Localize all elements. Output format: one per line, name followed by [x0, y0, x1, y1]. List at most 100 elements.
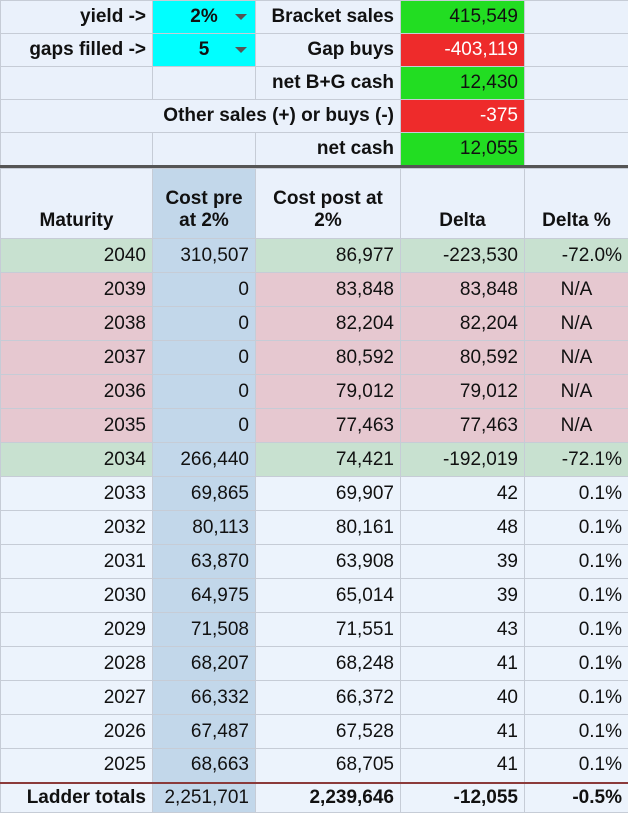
cost-pre-cell[interactable]: 80,113: [153, 511, 256, 545]
cost-post-cell[interactable]: 65,014: [256, 579, 401, 613]
cost-post-cell[interactable]: 80,161: [256, 511, 401, 545]
totals-delta-pct[interactable]: -0.5%: [525, 783, 628, 813]
maturity-cell[interactable]: 2025: [1, 749, 153, 783]
delta-pct-cell[interactable]: 0.1%: [525, 511, 628, 545]
maturity-cell[interactable]: 2035: [1, 409, 153, 443]
delta-pct-cell[interactable]: 0.1%: [525, 647, 628, 681]
maturity-cell[interactable]: 2029: [1, 613, 153, 647]
gap-buys-value[interactable]: -403,119: [401, 34, 525, 67]
bracket-sales-value[interactable]: 415,549: [401, 1, 525, 34]
maturity-cell[interactable]: 2037: [1, 341, 153, 375]
cost-post-cell[interactable]: 79,012: [256, 375, 401, 409]
cost-post-cell[interactable]: 86,977: [256, 239, 401, 273]
maturity-cell[interactable]: 2036: [1, 375, 153, 409]
cost-pre-cell[interactable]: 67,487: [153, 715, 256, 749]
delta-cell[interactable]: 42: [401, 477, 525, 511]
cost-pre-cell[interactable]: 0: [153, 307, 256, 341]
empty-cell[interactable]: [525, 67, 628, 100]
yield-dropdown[interactable]: 2%: [153, 1, 256, 34]
maturity-cell[interactable]: 2034: [1, 443, 153, 477]
net-bg-value[interactable]: 12,430: [401, 67, 525, 100]
delta-cell[interactable]: 80,592: [401, 341, 525, 375]
cost-pre-cell[interactable]: 68,663: [153, 749, 256, 783]
cost-post-cell[interactable]: 82,204: [256, 307, 401, 341]
empty-cell[interactable]: [525, 34, 628, 67]
delta-cell[interactable]: 39: [401, 545, 525, 579]
cost-pre-cell[interactable]: 0: [153, 375, 256, 409]
maturity-cell[interactable]: 2028: [1, 647, 153, 681]
cost-pre-cell[interactable]: 0: [153, 273, 256, 307]
cost-post-cell[interactable]: 68,248: [256, 647, 401, 681]
cost-post-cell[interactable]: 71,551: [256, 613, 401, 647]
delta-cell[interactable]: 39: [401, 579, 525, 613]
delta-cell[interactable]: 41: [401, 749, 525, 783]
delta-cell[interactable]: 41: [401, 647, 525, 681]
totals-cost-pre[interactable]: 2,251,701: [153, 783, 256, 813]
empty-cell[interactable]: [153, 133, 256, 167]
delta-pct-cell[interactable]: -72.1%: [525, 443, 628, 477]
cost-pre-cell[interactable]: 66,332: [153, 681, 256, 715]
cost-pre-cell[interactable]: 63,870: [153, 545, 256, 579]
cost-pre-cell[interactable]: 64,975: [153, 579, 256, 613]
maturity-cell[interactable]: 2040: [1, 239, 153, 273]
delta-pct-cell[interactable]: 0.1%: [525, 545, 628, 579]
delta-cell[interactable]: 83,848: [401, 273, 525, 307]
net-cash-value[interactable]: 12,055: [401, 133, 525, 167]
delta-cell[interactable]: 41: [401, 715, 525, 749]
cost-post-cell[interactable]: 74,421: [256, 443, 401, 477]
cost-post-cell[interactable]: 77,463: [256, 409, 401, 443]
delta-pct-cell[interactable]: -72.0%: [525, 239, 628, 273]
empty-cell[interactable]: [525, 1, 628, 34]
cost-pre-cell[interactable]: 69,865: [153, 477, 256, 511]
cost-post-cell[interactable]: 63,908: [256, 545, 401, 579]
chevron-down-icon[interactable]: [235, 47, 247, 53]
delta-cell[interactable]: -223,530: [401, 239, 525, 273]
delta-pct-cell[interactable]: 0.1%: [525, 749, 628, 783]
cost-pre-cell[interactable]: 0: [153, 341, 256, 375]
maturity-cell[interactable]: 2026: [1, 715, 153, 749]
chevron-down-icon[interactable]: [235, 14, 247, 20]
empty-cell[interactable]: [525, 100, 628, 133]
delta-cell[interactable]: 43: [401, 613, 525, 647]
maturity-cell[interactable]: 2027: [1, 681, 153, 715]
maturity-cell[interactable]: 2032: [1, 511, 153, 545]
totals-cost-post[interactable]: 2,239,646: [256, 783, 401, 813]
totals-delta[interactable]: -12,055: [401, 783, 525, 813]
delta-pct-cell[interactable]: 0.1%: [525, 613, 628, 647]
delta-cell[interactable]: 77,463: [401, 409, 525, 443]
empty-cell[interactable]: [525, 133, 628, 167]
maturity-cell[interactable]: 2039: [1, 273, 153, 307]
gaps-dropdown[interactable]: 5: [153, 34, 256, 67]
cost-pre-cell[interactable]: 266,440: [153, 443, 256, 477]
empty-cell[interactable]: [1, 133, 153, 167]
delta-cell[interactable]: 82,204: [401, 307, 525, 341]
delta-pct-cell[interactable]: 0.1%: [525, 579, 628, 613]
delta-pct-cell[interactable]: N/A: [525, 375, 628, 409]
maturity-cell[interactable]: 2038: [1, 307, 153, 341]
cost-post-cell[interactable]: 67,528: [256, 715, 401, 749]
delta-pct-cell[interactable]: 0.1%: [525, 681, 628, 715]
delta-pct-cell[interactable]: N/A: [525, 307, 628, 341]
cost-post-cell[interactable]: 80,592: [256, 341, 401, 375]
maturity-cell[interactable]: 2031: [1, 545, 153, 579]
empty-cell[interactable]: [1, 67, 153, 100]
maturity-cell[interactable]: 2033: [1, 477, 153, 511]
cost-post-cell[interactable]: 66,372: [256, 681, 401, 715]
delta-pct-cell[interactable]: 0.1%: [525, 477, 628, 511]
maturity-cell[interactable]: 2030: [1, 579, 153, 613]
cost-post-cell[interactable]: 83,848: [256, 273, 401, 307]
delta-cell[interactable]: 79,012: [401, 375, 525, 409]
delta-cell[interactable]: 40: [401, 681, 525, 715]
cost-pre-cell[interactable]: 71,508: [153, 613, 256, 647]
delta-pct-cell[interactable]: 0.1%: [525, 715, 628, 749]
cost-post-cell[interactable]: 69,907: [256, 477, 401, 511]
delta-pct-cell[interactable]: N/A: [525, 273, 628, 307]
delta-pct-cell[interactable]: N/A: [525, 409, 628, 443]
empty-cell[interactable]: [153, 67, 256, 100]
delta-cell[interactable]: 48: [401, 511, 525, 545]
other-value[interactable]: -375: [401, 100, 525, 133]
cost-pre-cell[interactable]: 0: [153, 409, 256, 443]
delta-cell[interactable]: -192,019: [401, 443, 525, 477]
cost-pre-cell[interactable]: 310,507: [153, 239, 256, 273]
delta-pct-cell[interactable]: N/A: [525, 341, 628, 375]
